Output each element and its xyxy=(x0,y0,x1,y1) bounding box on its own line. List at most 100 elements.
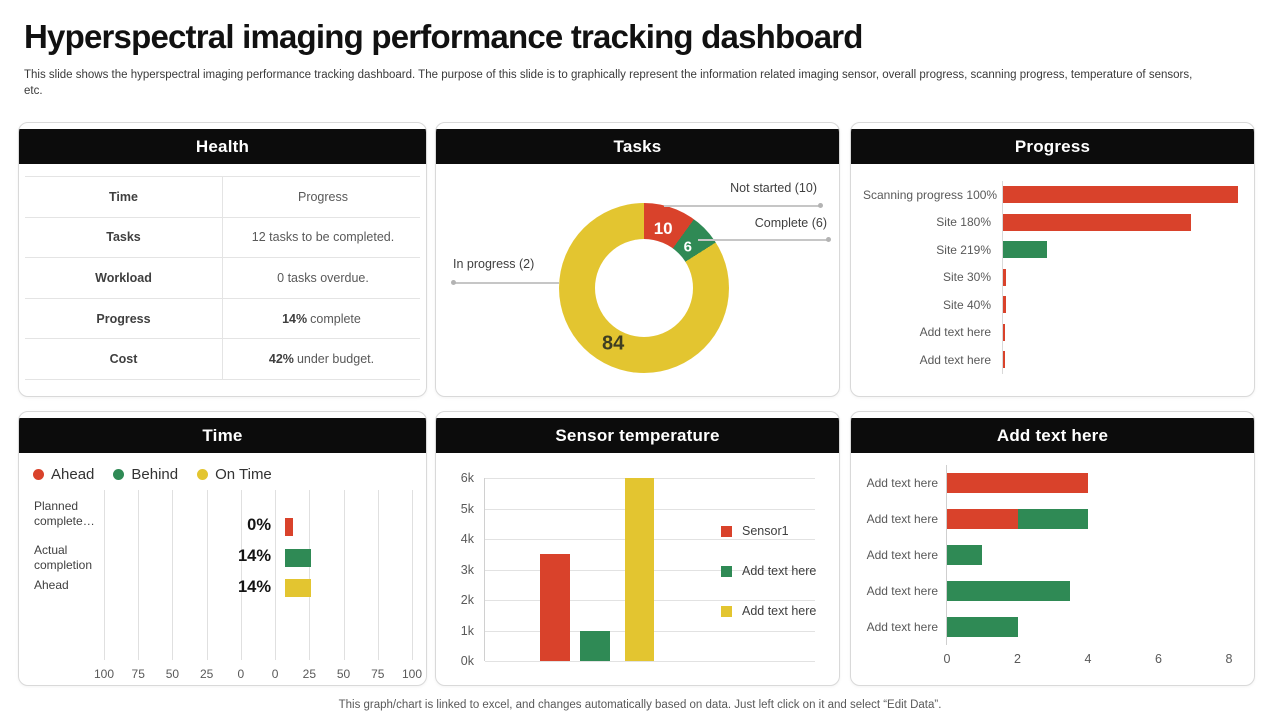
axis-tick-label: 25 xyxy=(302,667,317,681)
gridline xyxy=(275,490,277,660)
legend-item: Behind xyxy=(113,466,178,483)
gridline xyxy=(104,490,105,660)
legend-dot-behind xyxy=(113,469,125,480)
axis-tick-label: 1k xyxy=(460,623,474,638)
gridline xyxy=(412,490,413,660)
sensor-bar-chart[interactable] xyxy=(484,478,815,662)
bar xyxy=(1003,323,1006,341)
category-label: Planned complete… xyxy=(34,499,95,528)
table-row: Tasks 12 tasks to be completed. xyxy=(25,216,420,258)
callout-complete: Complete (6) xyxy=(754,216,827,230)
bar-track xyxy=(946,501,1229,537)
panel-health: Health Time Progress Tasks 12 tasks to b… xyxy=(18,122,427,397)
bar-row: Add text here xyxy=(863,318,1250,346)
addtext-x-axis: 0 2 4 6 8 xyxy=(943,652,1233,666)
axis-tick-label: 2 xyxy=(1014,652,1021,666)
panel-tasks: Tasks 10 6 84 Not started (10) Complete (6… xyxy=(435,122,840,397)
callout-in-progress: In progress (2) xyxy=(453,257,535,271)
panel-progress-title: Progress xyxy=(851,129,1254,164)
health-row-label: Cost xyxy=(25,339,223,379)
bar xyxy=(1003,296,1006,314)
legend-swatch-green xyxy=(721,565,732,577)
time-legend: Ahead Behind On Time xyxy=(33,466,272,483)
panel-time-title: Time xyxy=(19,418,426,453)
health-row-label: Workload xyxy=(25,258,223,298)
addtext-bar-chart[interactable]: Add text here Add text here Add text her… xyxy=(863,465,1229,645)
bar-track xyxy=(946,465,1229,501)
legend-label: Behind xyxy=(131,466,179,483)
panel-progress: Progress Scanning progress 100% Site 180… xyxy=(850,122,1255,397)
legend-item: Ahead xyxy=(33,466,94,483)
bar-segment xyxy=(947,581,1071,601)
column-bar xyxy=(580,630,610,661)
legend-item: On Time xyxy=(197,466,272,483)
axis-tick-label: 2k xyxy=(460,593,474,607)
leader-line xyxy=(698,237,831,242)
bar-track xyxy=(946,609,1229,645)
bar xyxy=(285,518,294,536)
tasks-donut-chart[interactable]: 10 6 84 xyxy=(559,203,729,373)
panel-health-title: Health xyxy=(19,129,426,164)
donut-slice-value: 10 xyxy=(653,219,673,239)
legend-item: Add text here xyxy=(721,604,816,618)
axis-tick-label: 8 xyxy=(1225,652,1233,666)
axis-tick-label: 100 xyxy=(401,667,423,681)
legend-label: Sensor1 xyxy=(742,524,789,538)
bar-label: Add text here xyxy=(919,352,991,367)
bar-label: Add text here xyxy=(866,476,938,490)
bar-label: Scanning progress 100% xyxy=(863,187,998,202)
legend-label: Ahead xyxy=(51,466,95,483)
bar-label: Add text here xyxy=(866,584,938,598)
legend-item: Add text here xyxy=(721,564,816,578)
time-x-axis: 100 75 50 25 0 0 25 50 75 100 xyxy=(94,667,422,681)
bar-track xyxy=(1002,236,1250,264)
page-title: Hyperspectral imaging performance tracki… xyxy=(24,18,863,55)
axis-tick-label: 4 xyxy=(1084,652,1092,666)
table-row: Workload 0 tasks overdue. xyxy=(25,257,420,298)
bar-label: Add text here xyxy=(866,512,938,526)
bar-segment xyxy=(947,509,1018,529)
legend-item: Sensor1 xyxy=(721,524,816,538)
health-value-bold: 42% xyxy=(268,352,294,367)
health-row-label: Tasks xyxy=(25,217,223,258)
sensor-y-axis: 6k 5k 4k 3k 2k 1k 0k xyxy=(444,471,478,668)
bar-row: Site 180% xyxy=(863,208,1250,236)
axis-tick-label: 0 xyxy=(271,667,279,681)
table-row: Progress 14% complete xyxy=(25,297,420,339)
time-bar-chart[interactable] xyxy=(104,490,413,660)
column-bar xyxy=(625,478,654,661)
panel-sensor-title: Sensor temperature xyxy=(436,418,839,453)
bar-label: Site 30% xyxy=(942,270,991,285)
bar-value-label: 14% xyxy=(237,547,271,565)
progress-bar-chart[interactable]: Scanning progress 100% Site 180% Site 21… xyxy=(863,181,1250,374)
panel-time: Time Ahead Behind On Time 100 75 50 25 0 0 25 5… xyxy=(18,411,427,686)
page-footer: This graph/chart is linked to excel, and… xyxy=(338,699,942,711)
bar-row: Site 219% xyxy=(863,236,1250,264)
bar xyxy=(285,549,312,567)
axis-tick-label: 75 xyxy=(371,667,385,681)
axis-tick-label: 50 xyxy=(336,667,351,681)
bar-row: Site 30% xyxy=(863,263,1250,291)
table-row: Time Progress xyxy=(25,176,420,217)
gridline xyxy=(343,490,345,660)
axis-tick-label: 0 xyxy=(943,652,951,666)
bar xyxy=(1003,186,1238,204)
gridline xyxy=(377,490,379,660)
legend-dot-on-time xyxy=(197,469,209,480)
bar xyxy=(1003,351,1006,369)
panel-add-text-here: Add text here Add text here Add text her… xyxy=(850,411,1255,686)
axis-tick-label: 75 xyxy=(131,667,145,681)
column-bar xyxy=(540,554,570,661)
bar-row: Add text here xyxy=(863,465,1229,501)
legend-swatch-yellow xyxy=(721,605,732,617)
gridline xyxy=(172,490,174,660)
bar-row: Scanning progress 100% xyxy=(863,181,1250,209)
bar-row: Add text here xyxy=(863,573,1229,609)
health-value-bold: 14% xyxy=(282,311,308,326)
legend-dot-ahead xyxy=(33,469,44,480)
bar-segment xyxy=(947,617,1018,637)
health-value-text: 12 tasks to be completed. xyxy=(251,230,395,245)
bar-track xyxy=(1002,318,1250,346)
bar-row: Add text here xyxy=(863,501,1229,537)
